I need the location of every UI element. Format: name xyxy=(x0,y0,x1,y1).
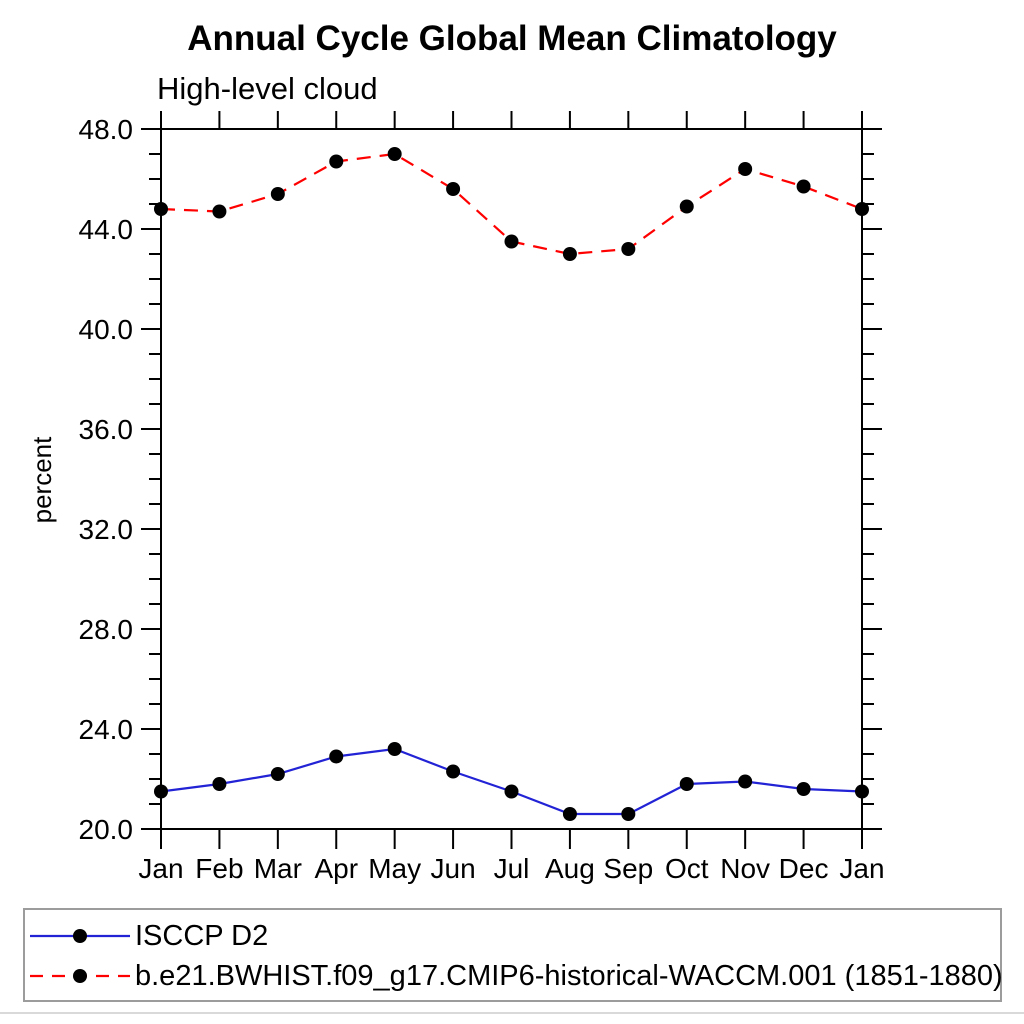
y-tick-label: 20.0 xyxy=(79,814,134,845)
series-markers-1 xyxy=(154,147,869,261)
y-tick-label: 48.0 xyxy=(79,114,134,145)
legend-item-isccp-d2: ISCCP D2 xyxy=(28,916,1000,956)
legend-label: ISCCP D2 xyxy=(135,919,269,952)
data-point-marker xyxy=(212,777,227,791)
x-tick-label: Jan xyxy=(138,853,183,884)
data-point-marker xyxy=(738,774,753,789)
data-point-marker xyxy=(562,807,577,821)
chart-title: Annual Cycle Global Mean Climatology xyxy=(187,19,837,58)
data-point-marker xyxy=(562,247,577,261)
data-point-marker xyxy=(679,199,694,214)
data-point-marker xyxy=(270,767,285,781)
data-point-marker xyxy=(329,749,344,764)
data-point-marker xyxy=(387,147,402,161)
x-tick-label: Dec xyxy=(779,853,829,884)
data-point-marker xyxy=(504,784,519,799)
legend-dashed-line-icon xyxy=(30,969,130,983)
frame-bottom-line xyxy=(0,1012,1024,1014)
chart-subtitle: High-level cloud xyxy=(157,71,378,106)
legend-box: ISCCP D2 b.e21.BWHIST.f09_g17.CMIP6-hist… xyxy=(23,908,1003,1002)
y-tick-label: 40.0 xyxy=(79,314,134,345)
x-axis-ticks xyxy=(160,111,863,849)
x-tick-label: Jul xyxy=(494,853,530,884)
y-tick-label: 24.0 xyxy=(79,714,134,745)
data-point-marker xyxy=(154,202,168,216)
series-markers-0 xyxy=(154,742,869,821)
data-point-marker xyxy=(679,777,694,791)
axes xyxy=(160,128,881,830)
data-point-marker xyxy=(154,784,168,799)
data-point-marker xyxy=(796,179,811,194)
legend-item-model: b.e21.BWHIST.f09_g17.CMIP6-historical-WA… xyxy=(28,956,1003,996)
plot-canvas: 20.0 24.0 28.0 32.0 36.0 40.0 44.0 48.0 Jan Feb Ma… xyxy=(79,111,885,884)
data-point-marker xyxy=(270,187,285,201)
data-point-marker xyxy=(446,764,461,779)
x-tick-label: Sep xyxy=(603,853,653,884)
x-tick-label: Aug xyxy=(545,853,595,884)
x-tick-label: Mar xyxy=(254,853,302,884)
data-point-marker xyxy=(621,807,636,821)
y-tick-label: 36.0 xyxy=(79,414,134,445)
x-axis-tick-labels: Jan Feb Mar Apr May Jun Jul Aug Sep Oct Nov Dec Jan xyxy=(138,853,884,884)
data-point-marker xyxy=(387,742,402,756)
data-point-marker xyxy=(738,162,753,176)
x-tick-label: Jan xyxy=(839,853,884,884)
y-tick-label: 32.0 xyxy=(79,514,134,545)
legend-solid-line-icon xyxy=(30,929,130,943)
x-tick-label: Nov xyxy=(720,853,770,884)
x-tick-label: Feb xyxy=(195,853,243,884)
series-line-0 xyxy=(160,747,863,816)
data-point-marker xyxy=(504,234,519,249)
x-tick-label: Jun xyxy=(431,853,476,884)
data-point-marker xyxy=(329,154,344,169)
data-point-marker xyxy=(446,182,461,196)
data-point-marker xyxy=(621,242,636,256)
legend-label: b.e21.BWHIST.f09_g17.CMIP6-historical-WA… xyxy=(135,959,1003,992)
y-axis-ticks xyxy=(141,128,882,830)
data-point-marker xyxy=(855,784,869,799)
data-point-marker xyxy=(212,204,227,219)
x-tick-label: May xyxy=(368,853,421,884)
data-point-marker xyxy=(855,202,869,216)
y-tick-label: 28.0 xyxy=(79,614,134,645)
y-axis-tick-labels: 20.0 24.0 28.0 32.0 36.0 40.0 44.0 48.0 xyxy=(79,114,134,845)
data-point-marker xyxy=(796,782,811,796)
x-tick-label: Apr xyxy=(314,853,358,884)
x-tick-label: Oct xyxy=(665,853,709,884)
y-tick-label: 44.0 xyxy=(79,214,134,245)
